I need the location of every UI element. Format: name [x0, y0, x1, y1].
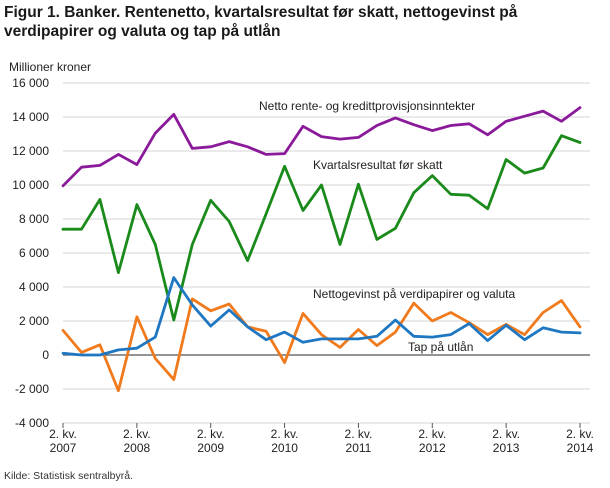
x-tick-label-year: 2010: [271, 441, 298, 455]
x-tick-label-year: 2013: [493, 441, 520, 455]
y-tick-label: 2 000: [19, 314, 49, 328]
y-tick-label: 8 000: [19, 212, 49, 226]
x-tick-label-quarter: 2. kv.: [418, 427, 446, 441]
y-tick-label: -4 000: [15, 416, 49, 430]
x-tick-label-year: 2012: [419, 441, 446, 455]
series-nettogevinst-line: [61, 297, 582, 393]
x-tick-label-year: 2007: [50, 441, 77, 455]
series-kvartalsresultat-line: [61, 134, 582, 322]
x-tick-label-year: 2009: [197, 441, 224, 455]
y-tick-label: 10 000: [12, 178, 49, 192]
x-tick-label-quarter: 2. kv.: [492, 427, 520, 441]
y-axis-label: Millioner kroner: [9, 60, 91, 74]
x-tick-label-quarter: 2. kv.: [123, 427, 151, 441]
x-tick-label-quarter: 2. kv.: [49, 427, 77, 441]
x-tick-label-quarter: 2. kv.: [197, 427, 225, 441]
annotation-kvartalsresultat: Kvartalsresultat før skatt: [313, 158, 443, 172]
x-tick-label-quarter: 2. kv.: [271, 427, 299, 441]
x-tick-label-year: 2014: [567, 441, 594, 455]
series-lines: [61, 106, 582, 393]
chart-title: Figur 1. Banker. Rentenetto, kvartalsres…: [4, 4, 518, 40]
annotation-tap-pa-utlan: Tap på utlån: [408, 340, 473, 354]
x-tick-label-quarter: 2. kv.: [345, 427, 373, 441]
x-tick-label-year: 2008: [124, 441, 151, 455]
y-tick-label: 14 000: [12, 110, 49, 124]
x-tick-label-year: 2011: [346, 441, 372, 455]
y-tick-label: 6 000: [19, 246, 49, 260]
x-tick-label-quarter: 2. kv.: [566, 427, 594, 441]
gridlines: [63, 82, 590, 424]
source-note: Kilde: Statistisk sentralbyrå.: [4, 470, 133, 482]
y-tick-label: 12 000: [12, 144, 49, 158]
y-tick-label: -2 000: [15, 382, 49, 396]
y-tick-label: 4 000: [19, 280, 49, 294]
y-tick-label: 0: [42, 348, 49, 362]
series-tap-pa-utlan-line: [61, 276, 582, 357]
y-axis-ticks: -4 000 -2 000 0 2 000 4 000 6 000 8 000 10 000 1…: [12, 76, 49, 430]
annotation-nettogevinst: Nettogevinst på verdipapirer og valuta: [313, 287, 515, 301]
annotation-netto-rente: Netto rente- og kredittprovisjonsinntekt…: [259, 99, 475, 113]
y-tick-label: 16 000: [12, 76, 49, 90]
series-netto-rente-line: [61, 106, 582, 188]
